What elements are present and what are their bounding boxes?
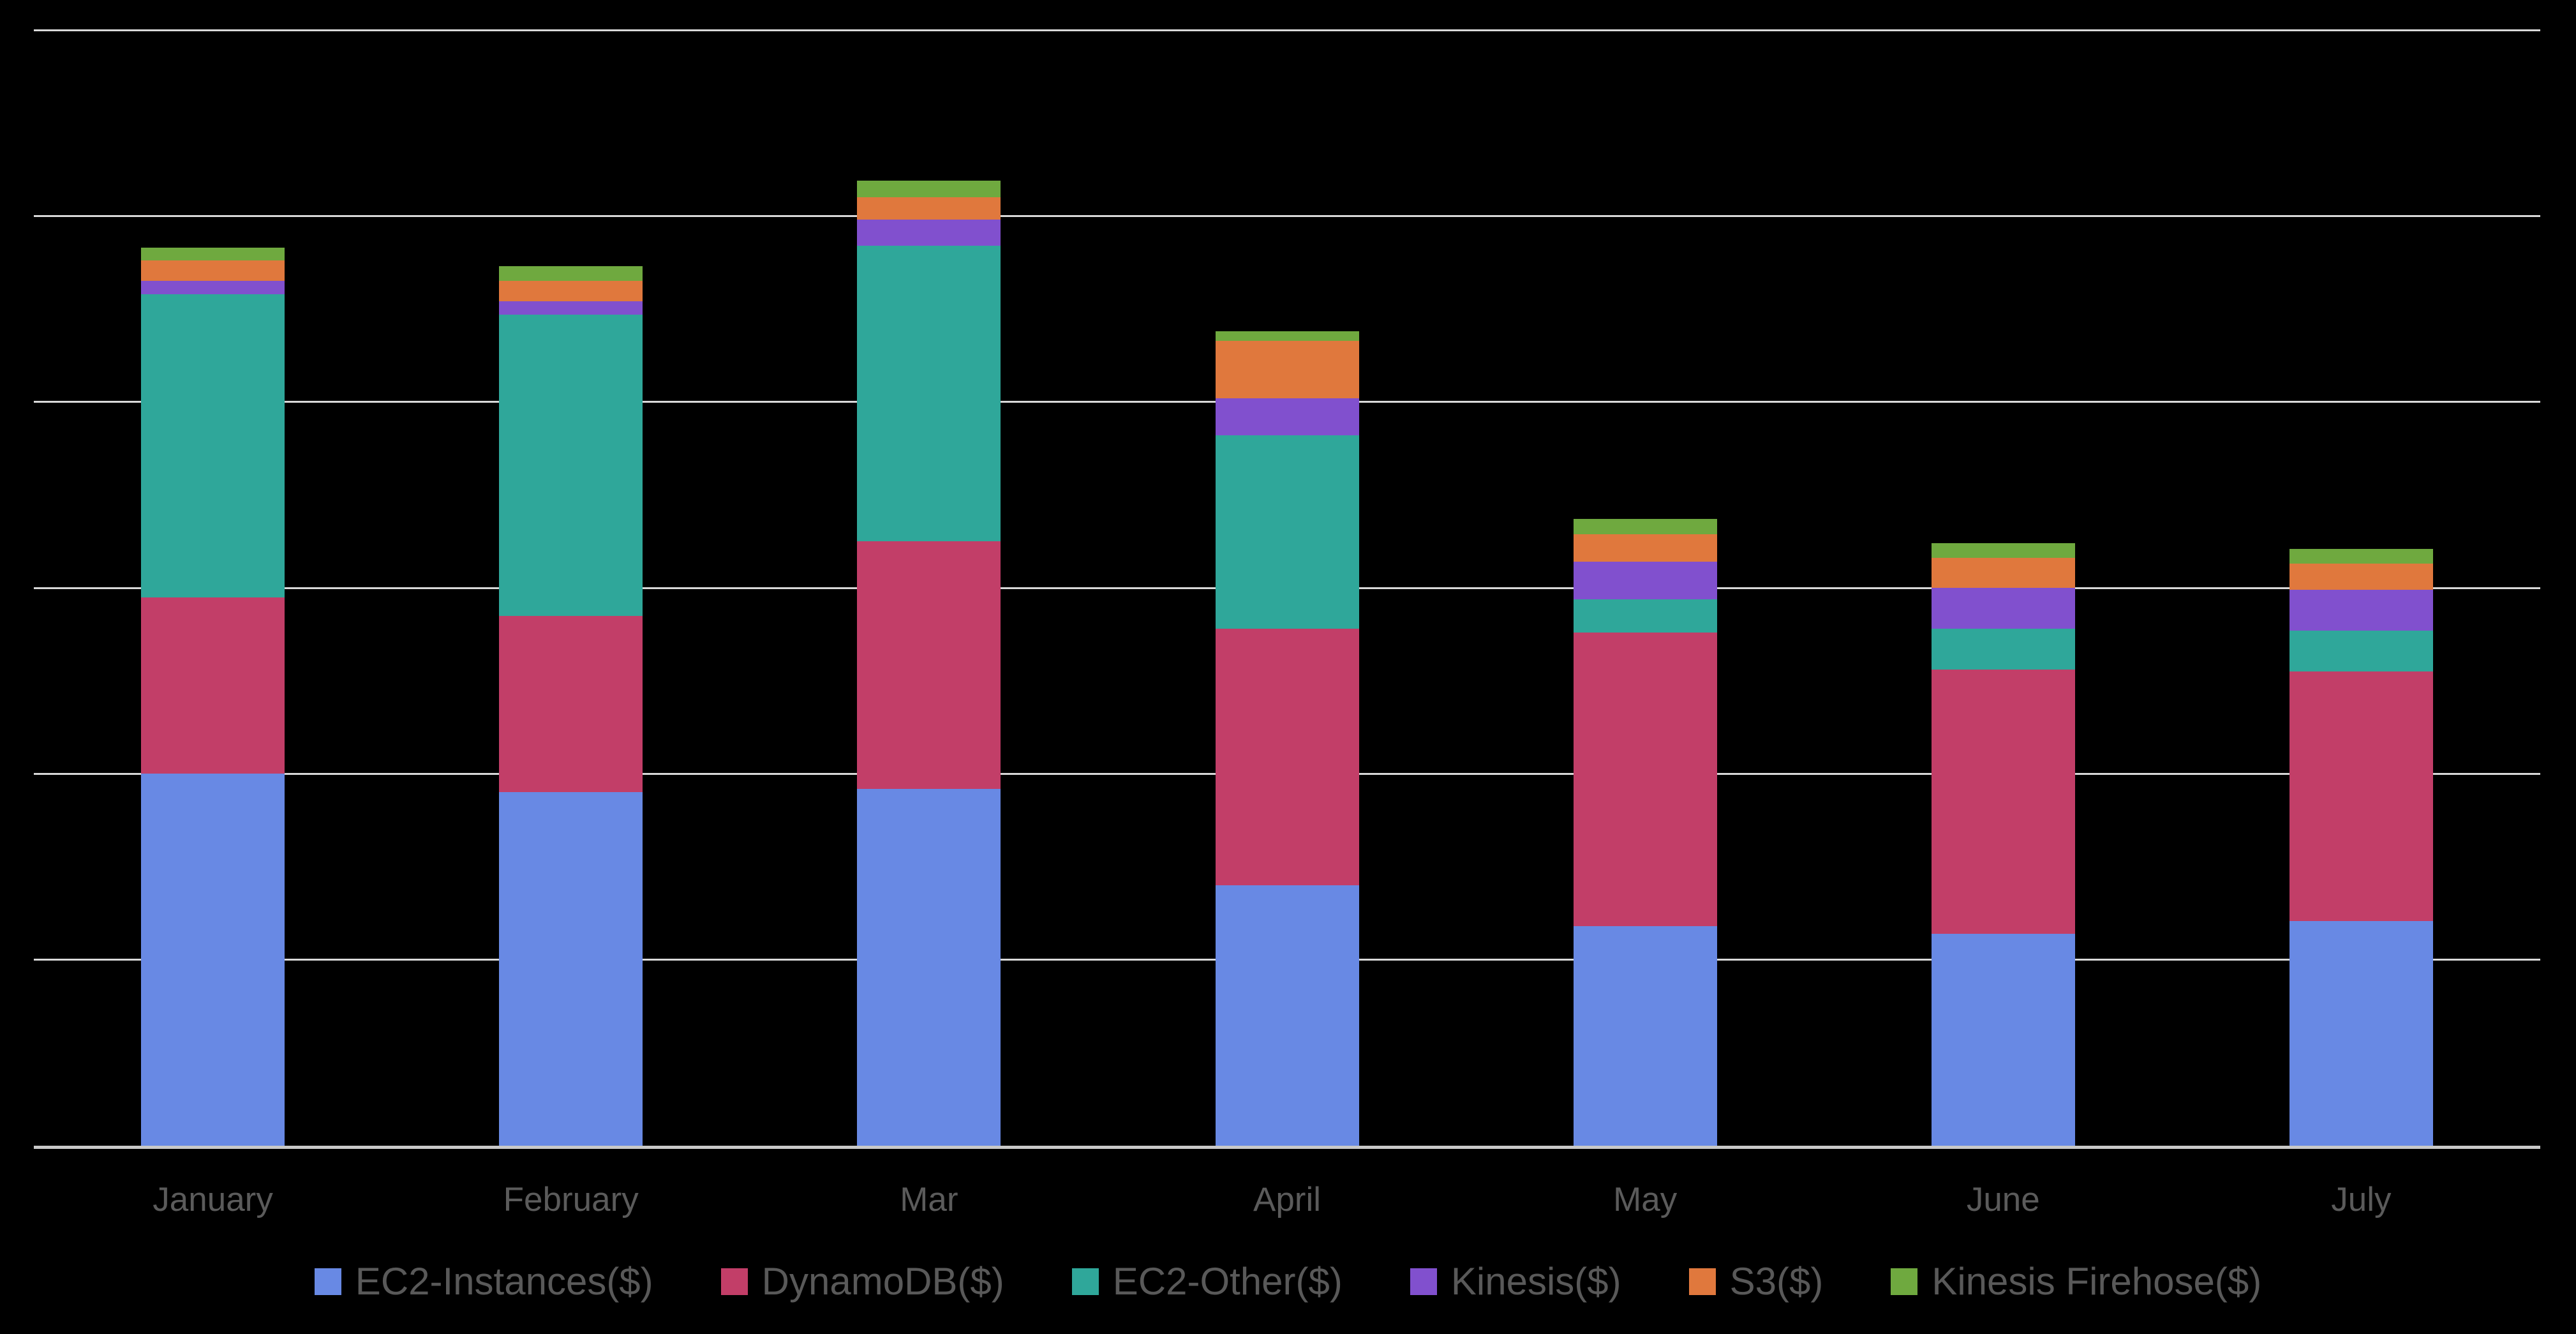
- legend-swatch-icon: [1891, 1268, 1918, 1295]
- bar-may: [1574, 519, 1717, 1146]
- legend-swatch-icon: [1071, 1268, 1099, 1295]
- x-axis-label-mar: Mar: [900, 1181, 958, 1218]
- bar-segment-january-kinesis-firehose[interactable]: [141, 247, 285, 261]
- bar-segment-february-s3[interactable]: [499, 281, 643, 302]
- bar-segment-may-ec2-instances[interactable]: [1574, 926, 1717, 1146]
- bar-segment-june-kinesis[interactable]: [1932, 588, 2075, 629]
- bar-segment-mar-kinesis[interactable]: [857, 220, 1001, 246]
- bar-segment-april-s3[interactable]: [1216, 340, 1359, 398]
- bar-segment-january-ec2-instances[interactable]: [141, 774, 285, 1146]
- bar-segment-june-dynamodb[interactable]: [1932, 670, 2075, 934]
- bar-segment-april-ec2-other[interactable]: [1216, 435, 1359, 629]
- bar-segment-june-ec2-instances[interactable]: [1932, 933, 2075, 1146]
- bar-april: [1216, 331, 1359, 1146]
- x-axis-label-june: June: [1966, 1181, 2040, 1218]
- bar-segment-july-s3[interactable]: [2289, 564, 2433, 590]
- y-gridline: [34, 29, 2540, 31]
- bar-segment-june-ec2-other[interactable]: [1932, 629, 2075, 670]
- legend-item-kinesis-firehose[interactable]: Kinesis Firehose($): [1891, 1263, 2261, 1301]
- bar-segment-may-dynamodb[interactable]: [1574, 632, 1717, 927]
- bar-segment-may-kinesis-firehose[interactable]: [1574, 519, 1717, 534]
- bar-segment-april-ec2-instances[interactable]: [1216, 885, 1359, 1146]
- legend-swatch-icon: [314, 1268, 341, 1295]
- bar-segment-mar-s3[interactable]: [857, 197, 1001, 220]
- x-axis-label-february: February: [503, 1181, 639, 1218]
- legend-label: Kinesis($): [1450, 1260, 1621, 1303]
- legend-item-dynamodb[interactable]: DynamoDB($): [720, 1260, 1004, 1303]
- x-axis-label-april: April: [1253, 1181, 1322, 1218]
- bar-segment-may-kinesis[interactable]: [1574, 562, 1717, 599]
- legend-item-ec2-other[interactable]: EC2-Other($): [1071, 1260, 1343, 1303]
- legend-label: EC2-Other($): [1112, 1260, 1343, 1303]
- bar-february: [499, 266, 643, 1146]
- legend-swatch-icon: [720, 1268, 748, 1295]
- legend-label: S3($): [1729, 1260, 1824, 1303]
- bar-segment-may-s3[interactable]: [1574, 534, 1717, 562]
- bar-segment-january-s3[interactable]: [141, 260, 285, 281]
- legend-label: Kinesis Firehose($): [1932, 1260, 2262, 1303]
- legend-label: EC2-Instances($): [355, 1260, 653, 1303]
- bar-segment-january-kinesis[interactable]: [141, 281, 285, 294]
- bar-segment-june-kinesis-firehose[interactable]: [1932, 543, 2075, 558]
- x-axis-line: [34, 1146, 2540, 1149]
- bar-segment-may-ec2-other[interactable]: [1574, 599, 1717, 633]
- bar-segment-july-kinesis[interactable]: [2289, 589, 2433, 631]
- bar-segment-july-kinesis-firehose[interactable]: [2289, 548, 2433, 564]
- x-axis-label-january: January: [153, 1181, 273, 1218]
- bar-segment-february-kinesis[interactable]: [499, 301, 643, 315]
- bar-segment-mar-ec2-instances[interactable]: [857, 788, 1001, 1146]
- y-gridline: [34, 215, 2540, 217]
- bar-segment-june-s3[interactable]: [1932, 558, 2075, 588]
- legend-swatch-icon: [1410, 1268, 1437, 1295]
- legend: EC2-Instances($) DynamoDB($) EC2-Other($) K…: [0, 1263, 2576, 1301]
- bar-segment-april-kinesis[interactable]: [1216, 398, 1359, 436]
- bar-july: [2289, 548, 2433, 1146]
- bar-segment-february-dynamodb[interactable]: [499, 615, 643, 793]
- bar-segment-mar-kinesis-firehose[interactable]: [857, 181, 1001, 198]
- legend-swatch-icon: [1688, 1268, 1716, 1295]
- bar-segment-april-kinesis-firehose[interactable]: [1216, 331, 1359, 341]
- bar-january: [141, 247, 285, 1146]
- bar-segment-february-ec2-other[interactable]: [499, 314, 643, 616]
- bar-segment-january-ec2-other[interactable]: [141, 294, 285, 597]
- bar-segment-july-dynamodb[interactable]: [2289, 671, 2433, 921]
- legend-item-kinesis[interactable]: Kinesis($): [1410, 1263, 1621, 1301]
- legend-item-s3[interactable]: S3($): [1688, 1260, 1824, 1303]
- x-axis-label-may: May: [1613, 1181, 1678, 1218]
- bar-segment-july-ec2-instances[interactable]: [2289, 920, 2433, 1146]
- bar-mar: [857, 181, 1001, 1146]
- bar-segment-february-ec2-instances[interactable]: [499, 792, 643, 1146]
- legend-label: DynamoDB($): [761, 1260, 1004, 1303]
- bar-segment-mar-ec2-other[interactable]: [857, 245, 1001, 542]
- bar-segment-mar-dynamodb[interactable]: [857, 541, 1001, 789]
- bar-segment-july-ec2-other[interactable]: [2289, 631, 2433, 672]
- bar-segment-april-dynamodb[interactable]: [1216, 629, 1359, 886]
- bar-june: [1932, 543, 2075, 1146]
- x-axis-label-july: July: [2331, 1181, 2392, 1218]
- bar-segment-february-kinesis-firehose[interactable]: [499, 266, 643, 281]
- bar-segment-january-dynamodb[interactable]: [141, 597, 285, 774]
- legend-item-ec2-instances[interactable]: EC2-Instances($): [314, 1260, 653, 1303]
